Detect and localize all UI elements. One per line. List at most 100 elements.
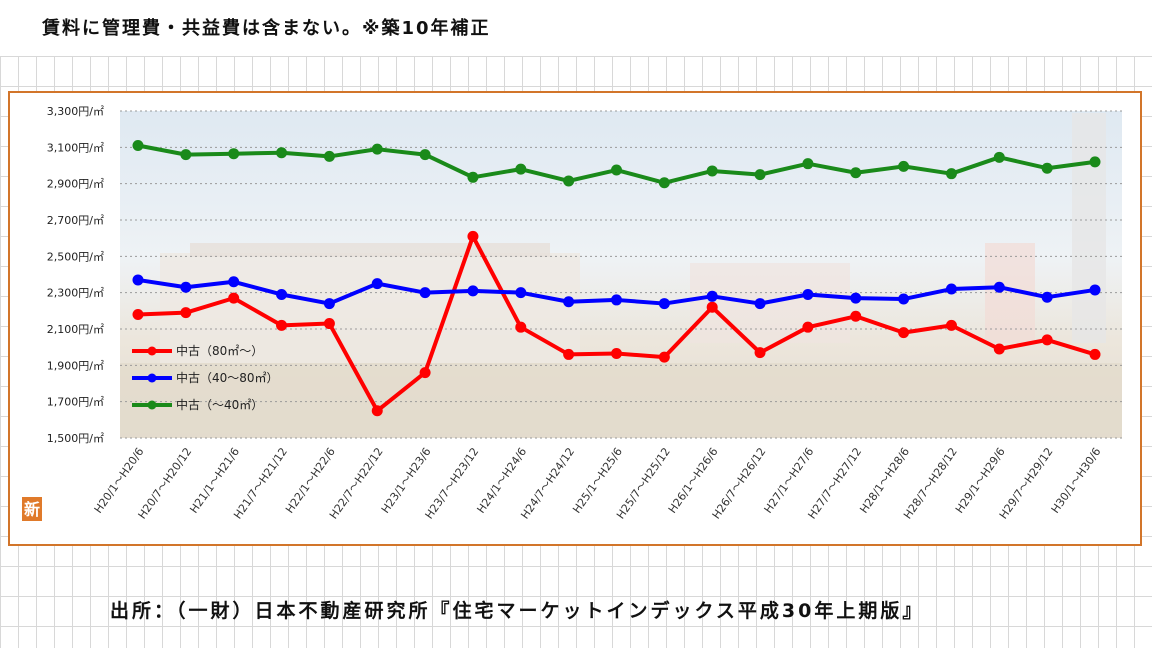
data-point [180,149,192,161]
legend: 中古（80㎡～） 中古（40～80㎡） 中古（～40㎡） [132,343,279,412]
data-point [945,168,957,180]
data-point [611,348,622,360]
legend-label: 中古（80㎡～） [176,343,263,358]
y-tick-label: 1,500円/㎡ [47,432,104,445]
data-point [323,318,335,330]
logo-badge: 新 [22,497,42,521]
data-point [132,308,144,320]
data-point [754,347,766,359]
data-point [563,175,575,187]
x-tick-label: H21/1～H21/6 [187,445,242,515]
data-point [1041,291,1053,303]
data-point [276,319,288,331]
data-point [1089,348,1101,360]
data-point [419,149,431,161]
x-tick-label: H22/1～H22/6 [283,445,338,515]
x-tick-label: H20/7～H20/12 [136,445,195,521]
data-point [993,343,1005,355]
x-tick-label: H22/7～H22/12 [327,445,386,521]
data-point [658,298,670,310]
x-tick-label: H26/7～H26/12 [710,445,769,521]
x-tick-label: H25/7～H25/12 [614,445,673,521]
data-point [658,177,670,189]
data-point [228,292,240,304]
x-tick-label: H29/1～H29/6 [953,445,1008,515]
data-point [945,319,957,331]
x-tick-label: H27/7～H27/12 [805,445,864,521]
data-point [802,288,814,300]
y-tick-label: 2,700円/㎡ [47,214,104,227]
x-tick-label: H30/1～H30/6 [1049,445,1104,515]
legend-label: 中古（～40㎡） [176,397,263,412]
y-tick-label: 2,900円/㎡ [47,178,104,191]
data-point [993,151,1005,163]
y-tick-label: 2,300円/㎡ [47,287,104,300]
x-tick-label: H24/7～H24/12 [518,445,577,521]
data-point [563,348,575,360]
x-tick-label: H25/1～H25/6 [570,445,625,515]
x-tick-label: H29/7～H29/12 [997,445,1056,521]
x-tick-label: H28/1～H28/6 [857,445,912,515]
data-point [993,281,1005,293]
data-point [1089,284,1101,296]
data-point [1089,156,1101,168]
data-point [1041,334,1053,346]
gridlines [120,110,1122,439]
data-point [419,287,431,299]
data-point [180,281,192,293]
data-point [706,165,718,177]
data-point [706,290,718,302]
data-point [228,276,240,288]
data-point [611,294,622,306]
data-point [467,285,479,297]
legend-swatch-marker [147,346,157,356]
x-tick-label: H28/7～H28/12 [901,445,960,521]
x-tick-label: H21/7～H21/12 [231,445,290,521]
x-tick-label: H24/1～H24/6 [474,445,529,515]
data-point [371,143,383,155]
legend-swatch-marker [147,400,157,410]
y-tick-label: 3,100円/㎡ [47,141,104,154]
data-point [515,321,527,333]
data-point [658,351,670,363]
logo-text: 新 [24,500,40,519]
data-point [898,160,910,172]
data-point [371,405,383,417]
source-citation: 出所：（一財）日本不動産研究所『住宅マーケットインデックス平成30年上期版』 [110,600,925,622]
data-point [754,169,766,181]
x-tick-label: H27/1～H27/6 [762,445,817,515]
y-axis-labels: 1,500円/㎡ 1,700円/㎡ 1,900円/㎡ 2,100円/㎡ 2,300円/㎡… [47,105,104,445]
data-point [515,287,527,299]
data-point [276,288,288,300]
data-point [228,148,240,160]
header-note: 賃料に管理費・共益費は含まない。※築10年補正 [42,18,491,39]
data-point [323,150,335,162]
data-point [754,298,766,310]
data-point [515,163,527,175]
y-tick-label: 2,100円/㎡ [47,323,104,336]
y-tick-label: 1,900円/㎡ [47,359,104,372]
y-tick-label: 3,300円/㎡ [47,105,104,118]
x-tick-label: H23/1～H23/6 [379,445,434,515]
data-point [945,283,957,295]
data-point [850,292,862,304]
data-point [467,171,479,183]
legend-swatch-marker [147,373,157,383]
legend-label: 中古（40～80㎡） [176,370,279,385]
chart-frame: 1,500円/㎡ 1,700円/㎡ 1,900円/㎡ 2,100円/㎡ 2,300円/㎡… [8,91,1142,546]
data-point [706,301,718,313]
data-point [802,321,814,333]
plot-background-photo [120,111,1122,438]
data-point [323,298,335,310]
data-point [467,230,479,242]
x-tick-label: H23/7～H23/12 [423,445,482,521]
x-tick-label: H20/1～H20/6 [92,445,147,515]
data-point [898,293,910,305]
data-point [371,278,383,290]
y-tick-label: 2,500円/㎡ [47,250,104,263]
series-lines [132,140,1101,417]
data-point [850,310,862,322]
data-point [276,147,288,159]
data-point [850,167,862,179]
data-point [132,274,144,286]
